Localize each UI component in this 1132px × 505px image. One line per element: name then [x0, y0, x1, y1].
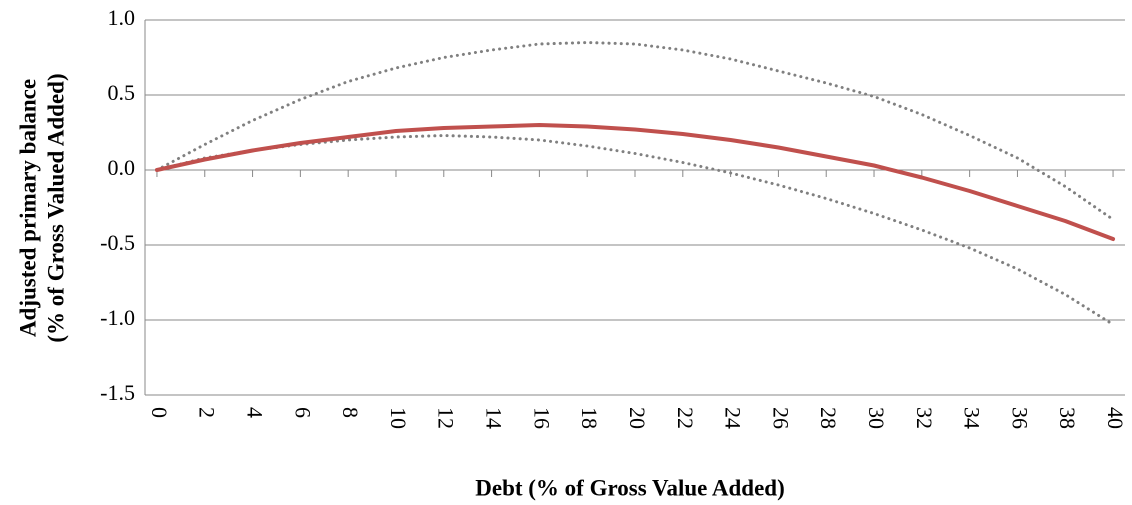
- x-tick-label: 4: [243, 407, 268, 418]
- x-tick-label: 8: [338, 407, 363, 418]
- y-axis-title: (% of Gross Valued Added): [43, 73, 68, 342]
- x-tick-label: 6: [290, 407, 315, 418]
- x-axis-title: Debt (% of Gross Value Added): [475, 475, 784, 500]
- y-tick-label: -1.0: [100, 305, 135, 330]
- x-tick-label: 24: [721, 407, 746, 429]
- y-tick-label: 1.0: [108, 5, 136, 30]
- x-tick-label: 28: [816, 407, 841, 429]
- x-tick-label: 34: [960, 407, 985, 429]
- x-tick-label: 30: [864, 407, 889, 429]
- x-tick-label: 38: [1055, 407, 1080, 429]
- y-tick-label: 0.5: [108, 80, 136, 105]
- x-tick-label: 32: [912, 407, 937, 429]
- x-tick-label: 12: [434, 407, 459, 429]
- x-tick-label: 22: [673, 407, 698, 429]
- x-tick-label: 18: [577, 407, 602, 429]
- y-tick-label: -0.5: [100, 230, 135, 255]
- x-tick-label: 0: [147, 407, 172, 418]
- series-line: [155, 134, 1115, 326]
- y-tick-label: -1.5: [100, 380, 135, 405]
- y-tick-label: 0.0: [108, 155, 136, 180]
- x-tick-label: 14: [482, 407, 507, 429]
- x-tick-label: 36: [1007, 407, 1032, 429]
- x-tick-label: 40: [1103, 407, 1128, 429]
- series-line: [154, 123, 1116, 241]
- x-tick-label: 10: [386, 407, 411, 429]
- x-tick-label: 2: [195, 407, 220, 418]
- y-axis-title: Adjusted primary balance: [15, 79, 40, 337]
- series-line: [155, 41, 1115, 221]
- x-tick-label: 16: [529, 407, 554, 429]
- x-tick-label: 20: [625, 407, 650, 429]
- x-tick-label: 26: [768, 407, 793, 429]
